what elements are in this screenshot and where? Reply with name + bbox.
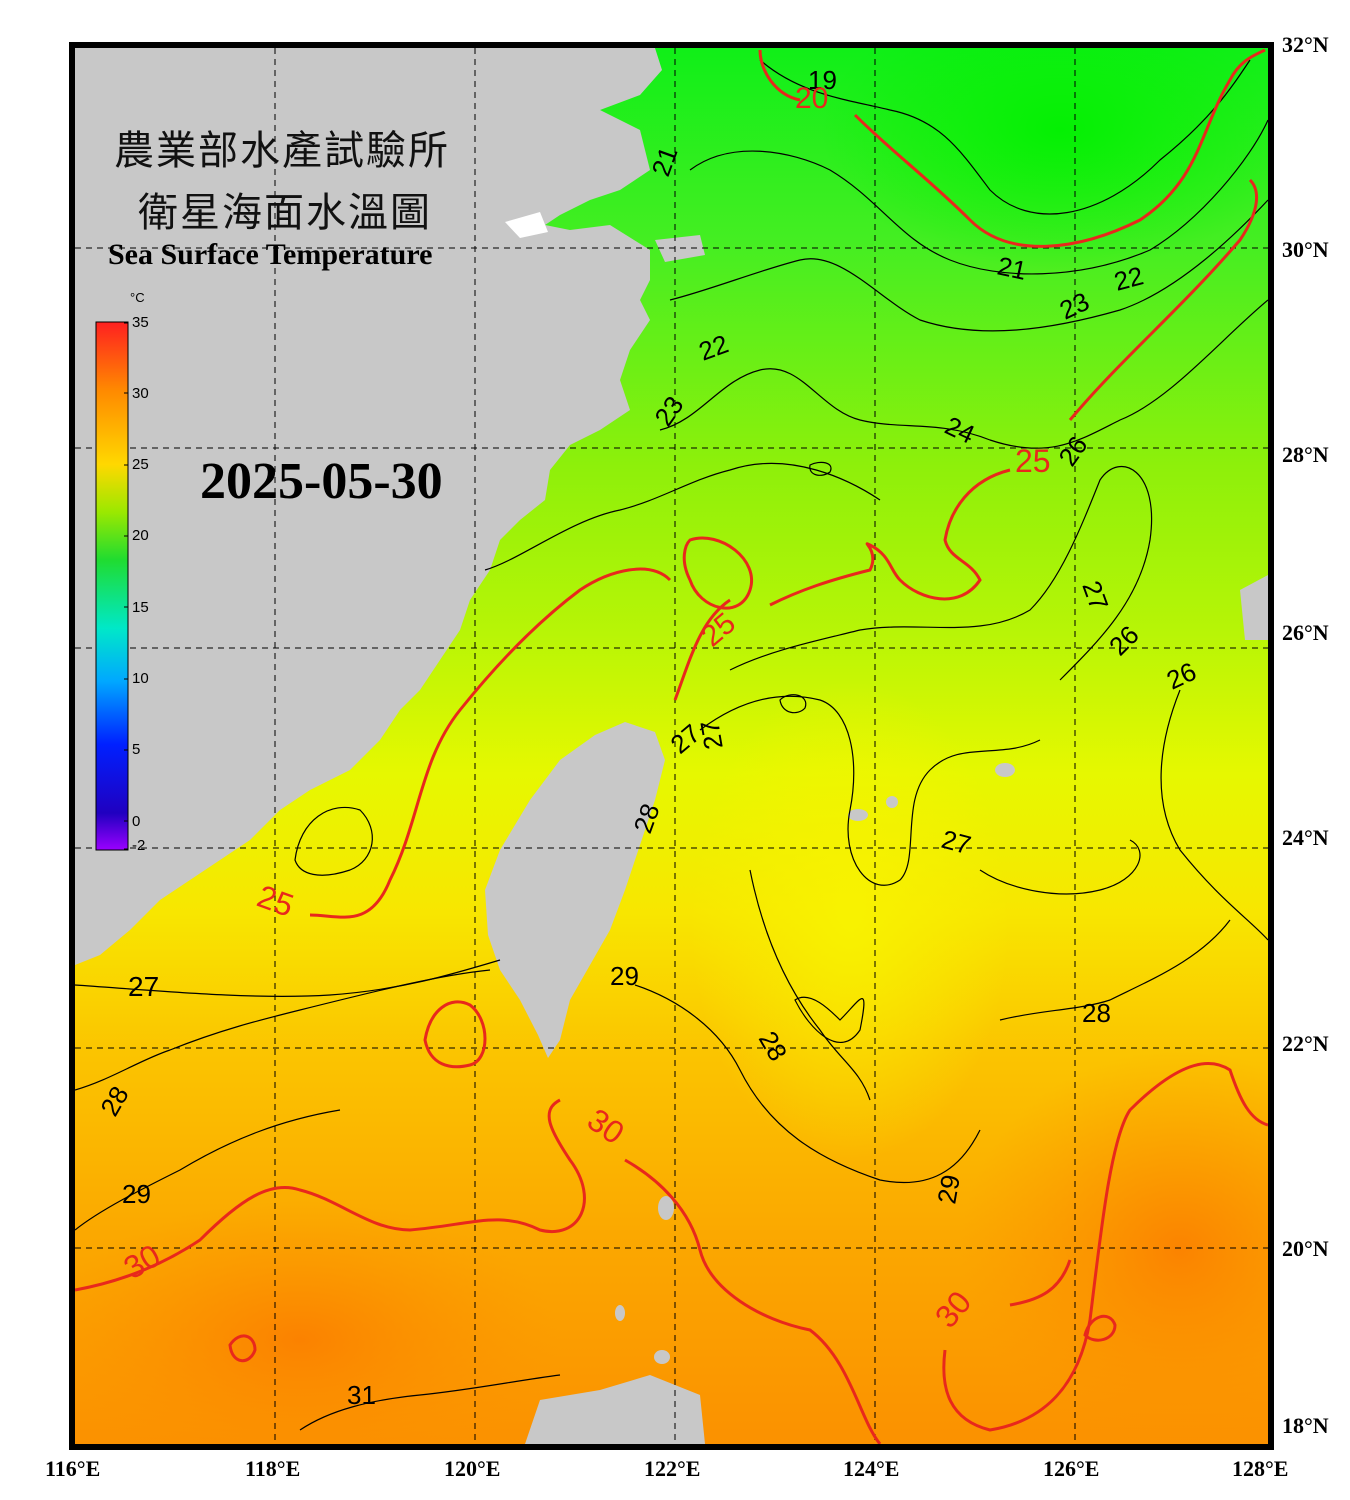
yellow-tongue (690, 680, 1010, 1160)
lon-label: 116°E (45, 1456, 101, 1481)
china-mainland (75, 48, 662, 965)
lat-label: 24°N (1282, 825, 1329, 850)
cold-water-patch (820, 48, 1268, 270)
ishigaki-island (848, 809, 868, 821)
lat-label: 28°N (1282, 442, 1329, 467)
taiwan-island (485, 722, 665, 1058)
contour-labels: 19 21 21 22 22 23 23 24 26 26 27 27 26 2… (94, 65, 1201, 1410)
colorbar-tick: 35 (132, 314, 149, 331)
contour-label: 29 (931, 1172, 966, 1206)
lon-label: 126°E (1043, 1456, 1100, 1481)
contour-label: 21 (995, 251, 1030, 286)
title-en: Sea Surface Temperature (108, 238, 433, 271)
lon-label: 122°E (644, 1456, 701, 1481)
warm-water-sw (75, 1200, 560, 1444)
luzon-island (525, 1375, 705, 1444)
warm-water-se (960, 1050, 1268, 1444)
lon-label: 128°E (1232, 1456, 1289, 1481)
contour-label: 29 (122, 1179, 151, 1209)
lat-label: 22°N (1282, 1031, 1329, 1056)
colorbar-tick: 10 (132, 670, 149, 687)
colorbar-tick: 5 (132, 741, 141, 758)
lat-label: 32°N (1282, 32, 1329, 57)
colorbar (95, 321, 129, 851)
contour-label-red: 25 (1015, 443, 1051, 479)
lon-label: 120°E (444, 1456, 501, 1481)
chongming-island (548, 58, 650, 92)
contour-label-red: 20 (795, 82, 828, 115)
colorbar-ticks (124, 322, 128, 850)
colorbar-tick: -2 (132, 837, 146, 854)
map-date: 2025-05-30 (200, 453, 443, 510)
graticule (75, 48, 1268, 1444)
lat-label: 18°N (1282, 1413, 1329, 1438)
colorbar-tick: 15 (132, 599, 149, 616)
contour-label: 27 (128, 971, 159, 1002)
babuyan-island (615, 1305, 625, 1321)
calayan-island (654, 1350, 670, 1364)
lat-label: 20°N (1282, 1236, 1329, 1261)
batanes-island (658, 1196, 674, 1220)
contour-label: 28 (1082, 998, 1111, 1028)
lon-label: 124°E (843, 1456, 900, 1481)
colorbar-tick: 0 (132, 813, 141, 830)
colorbar-unit: °C (130, 290, 145, 305)
red-isotherms (75, 48, 1268, 1444)
colorbar-tick: 30 (132, 385, 149, 402)
contour-label: 19 (808, 65, 837, 95)
ryukyu-islands (1240, 575, 1268, 640)
contour-label: 27 (694, 718, 729, 752)
lat-label: 30°N (1282, 237, 1329, 262)
black-isotherms (75, 59, 1268, 1431)
iriomote-island (886, 796, 898, 808)
miyako-island (995, 763, 1015, 777)
contour-label: 31 (347, 1380, 376, 1410)
colorbar-tick: 20 (132, 527, 149, 544)
contour-label: 29 (610, 961, 639, 991)
colorbar-tick: 25 (132, 456, 149, 473)
lon-label: 118°E (245, 1456, 301, 1481)
hangzhou-bay (505, 212, 548, 238)
lat-label: 26°N (1282, 620, 1329, 645)
title-zh-agency: 農業部水產試驗所 (114, 128, 450, 174)
title-zh-product: 衛星海面水溫圖 (138, 190, 432, 236)
